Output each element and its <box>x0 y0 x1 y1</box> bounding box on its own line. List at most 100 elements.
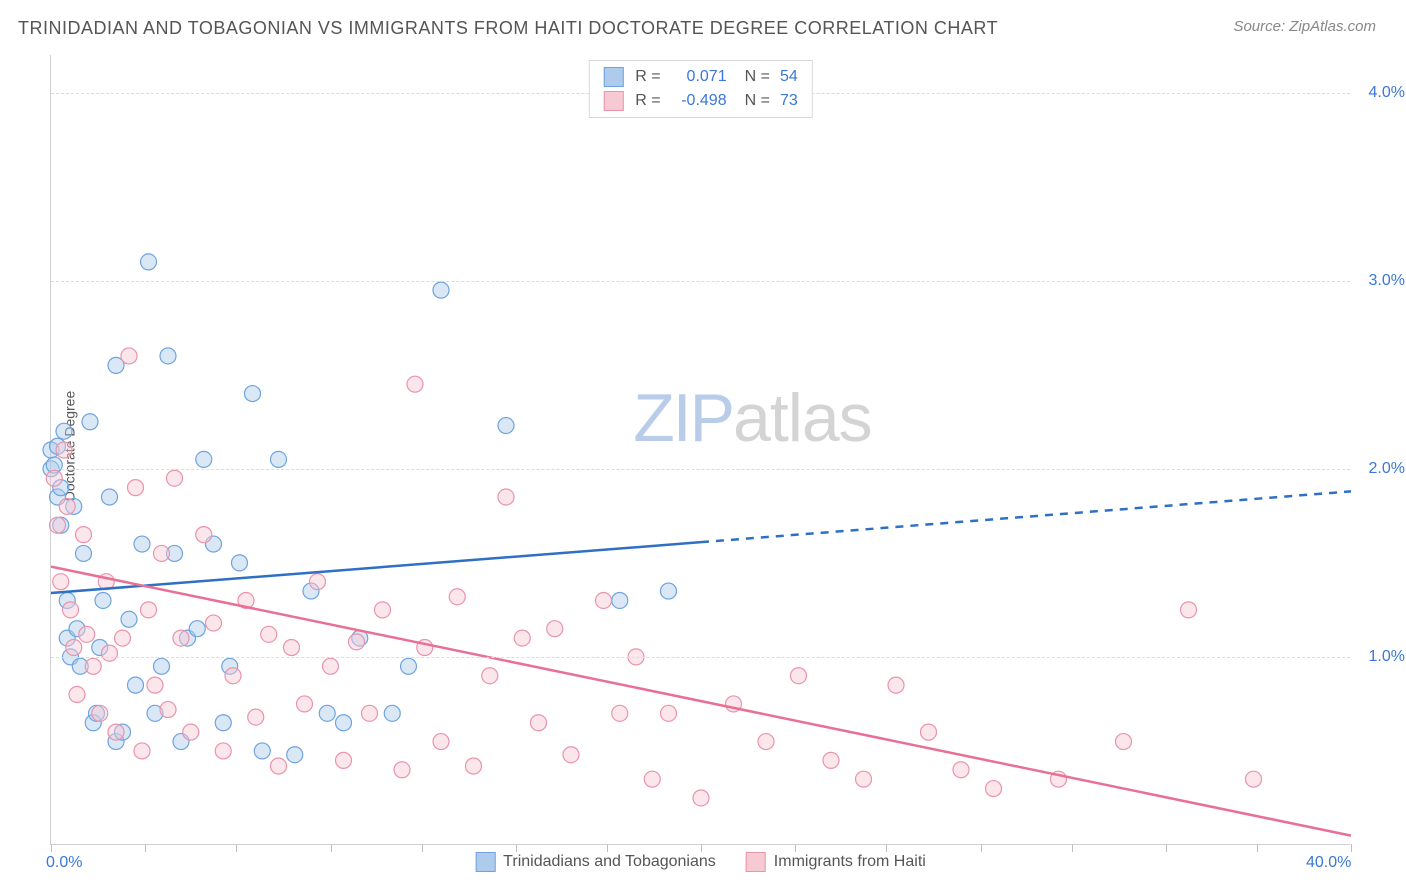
scatter-point <box>661 705 677 721</box>
scatter-point <box>563 747 579 763</box>
scatter-point <box>147 677 163 693</box>
scatter-point <box>384 705 400 721</box>
regression-line-dashed <box>701 491 1351 542</box>
correlation-legend: R = 0.071 N = 54 R = -0.498 N = 73 <box>588 60 812 118</box>
scatter-point <box>85 658 101 674</box>
scatter-point <box>82 414 98 430</box>
scatter-point <box>59 498 75 514</box>
x-tick <box>886 844 887 852</box>
scatter-point <box>401 658 417 674</box>
scatter-point <box>271 758 287 774</box>
scatter-point <box>63 602 79 618</box>
scatter-point <box>66 640 82 656</box>
scatter-point <box>160 702 176 718</box>
series-legend: Trinidadians and Tobagonians Immigrants … <box>475 852 926 872</box>
scatter-point <box>297 696 313 712</box>
scatter-point <box>921 724 937 740</box>
scatter-point <box>986 781 1002 797</box>
scatter-point <box>791 668 807 684</box>
scatter-point <box>661 583 677 599</box>
scatter-point <box>154 658 170 674</box>
scatter-point <box>336 752 352 768</box>
x-tick <box>422 844 423 852</box>
y-tick-label: 3.0% <box>1369 272 1405 290</box>
legend-r-value-2: -0.498 <box>667 89 727 113</box>
legend-r-value-1: 0.071 <box>667 65 727 89</box>
scatter-point <box>102 645 118 661</box>
scatter-point <box>121 611 137 627</box>
scatter-point <box>121 348 137 364</box>
scatter-point <box>196 451 212 467</box>
x-tick <box>607 844 608 852</box>
gridline <box>51 281 1350 282</box>
scatter-point <box>102 489 118 505</box>
y-tick-label: 1.0% <box>1369 648 1405 666</box>
scatter-point <box>284 640 300 656</box>
scatter-point <box>76 545 92 561</box>
scatter-point <box>225 668 241 684</box>
legend-series-1-name: Trinidadians and Tobagonians <box>503 853 716 871</box>
scatter-point <box>531 715 547 731</box>
scatter-point <box>612 592 628 608</box>
scatter-point <box>108 724 124 740</box>
scatter-point <box>498 489 514 505</box>
scatter-point <box>79 626 95 642</box>
scatter-point <box>856 771 872 787</box>
scatter-point <box>310 574 326 590</box>
x-tick <box>1166 844 1167 852</box>
chart-plot-area: R = 0.071 N = 54 R = -0.498 N = 73 ZIPat… <box>50 55 1350 845</box>
scatter-point <box>888 677 904 693</box>
scatter-point <box>173 630 189 646</box>
scatter-point <box>349 634 365 650</box>
scatter-point <box>261 626 277 642</box>
x-tick <box>1257 844 1258 852</box>
scatter-point <box>215 743 231 759</box>
scatter-point <box>319 705 335 721</box>
scatter-point <box>141 254 157 270</box>
scatter-point <box>189 621 205 637</box>
legend-n-value-2: 73 <box>780 89 798 113</box>
scatter-point <box>1116 734 1132 750</box>
scatter-point <box>596 592 612 608</box>
scatter-point <box>1246 771 1262 787</box>
scatter-point <box>115 630 131 646</box>
scatter-point <box>245 386 261 402</box>
scatter-point <box>271 451 287 467</box>
scatter-point <box>50 517 66 533</box>
x-tick <box>795 844 796 852</box>
scatter-point <box>53 574 69 590</box>
scatter-point <box>215 715 231 731</box>
x-tick <box>236 844 237 852</box>
scatter-point <box>758 734 774 750</box>
x-tick-label: 0.0% <box>46 854 82 872</box>
gridline <box>51 657 1350 658</box>
scatter-point <box>394 762 410 778</box>
scatter-point <box>482 668 498 684</box>
x-tick <box>701 844 702 852</box>
scatter-point <box>823 752 839 768</box>
scatter-point <box>466 758 482 774</box>
x-tick <box>516 844 517 852</box>
scatter-point <box>183 724 199 740</box>
x-tick <box>51 844 52 852</box>
scatter-point <box>362 705 378 721</box>
scatter-point <box>56 442 72 458</box>
source-attribution: Source: ZipAtlas.com <box>1233 18 1376 35</box>
y-tick-label: 4.0% <box>1369 84 1405 102</box>
scatter-point <box>167 470 183 486</box>
legend-swatch-2 <box>603 91 623 111</box>
scatter-point <box>323 658 339 674</box>
scatter-point <box>514 630 530 646</box>
legend-row-series-2: R = -0.498 N = 73 <box>603 89 797 113</box>
scatter-point <box>141 602 157 618</box>
scatter-point <box>95 592 111 608</box>
legend-r-label: R = <box>635 89 660 113</box>
scatter-point <box>56 423 72 439</box>
legend-bottom-swatch-2 <box>746 852 766 872</box>
scatter-point <box>160 348 176 364</box>
legend-item-series-1: Trinidadians and Tobagonians <box>475 852 716 872</box>
scatter-point <box>69 687 85 703</box>
scatter-svg <box>51 55 1350 844</box>
x-tick <box>1072 844 1073 852</box>
scatter-point <box>336 715 352 731</box>
